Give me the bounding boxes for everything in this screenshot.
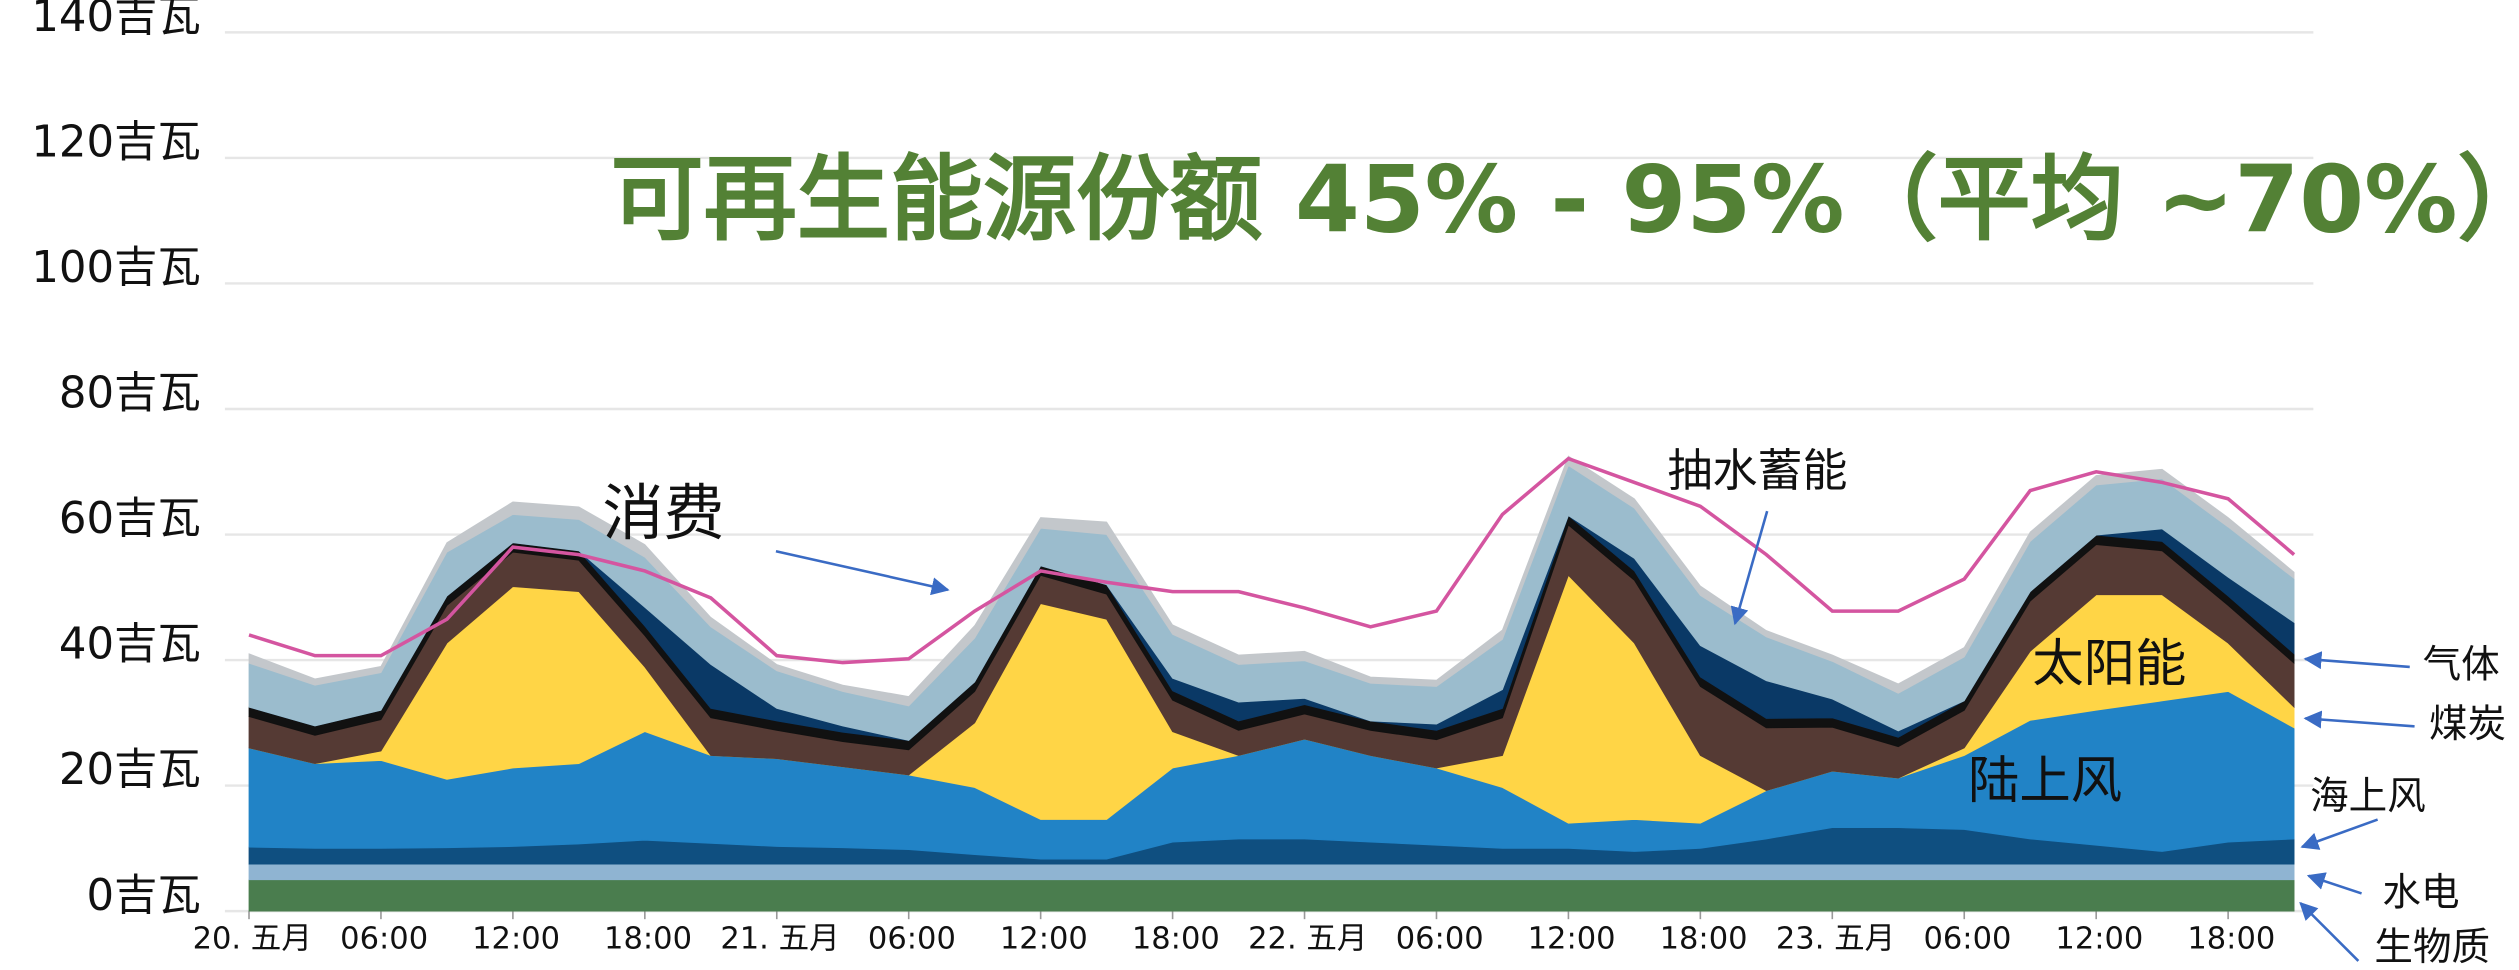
stacked-area (248, 455, 2295, 707)
arrows (775, 510, 2415, 962)
arrow (2300, 818, 2379, 850)
x-tick-label: 12:00 (472, 922, 560, 957)
arrow (2299, 901, 2360, 962)
y-tick-label: 0吉瓦 (87, 871, 201, 921)
y-tick-label: 120吉瓦 (31, 118, 200, 168)
stacked-area (248, 863, 2295, 881)
x-tick-label: 18:00 (604, 922, 692, 957)
x-tick-label: 06:00 (868, 922, 956, 957)
x-tick-label: 18:00 (1660, 922, 1748, 957)
y-tick-label: 100吉瓦 (31, 243, 200, 293)
x-tick-label: 12:00 (1528, 922, 1616, 957)
series-label: 陆上风 (1968, 751, 2122, 811)
y-tick-label: 20吉瓦 (59, 745, 201, 795)
y-tick-label: 40吉瓦 (59, 620, 201, 670)
series-label: 气体 (2423, 642, 2500, 687)
consumption-line (248, 456, 2296, 665)
y-tick-label: 80吉瓦 (59, 369, 201, 419)
x-tick-label: 18:00 (1132, 922, 1220, 957)
stacked-area (248, 879, 2295, 912)
x-tick-label: 22. 五月 (1248, 922, 1367, 957)
arrow (2306, 872, 2362, 895)
x-tick-label: 12:00 (1000, 922, 1088, 957)
series-label: 生物质 (2374, 925, 2490, 966)
x-tick-label: 12:00 (2055, 922, 2143, 957)
x-tick-label: 06:00 (340, 922, 428, 957)
series-label: 抽水蓄能 (1668, 444, 1848, 497)
series-label: 太阳能 (2032, 634, 2186, 694)
series-label: 煤炭 (2429, 702, 2506, 747)
y-tick-label: 60吉瓦 (59, 494, 201, 544)
x-tick-label: 06:00 (1396, 922, 1484, 957)
series-label: 海上风 (2310, 774, 2426, 819)
x-tick-label: 18:00 (2187, 922, 2275, 957)
x-tick-label: 21. 五月 (720, 922, 839, 957)
areas (248, 455, 2295, 912)
y-tick-label: 140吉瓦 (31, 0, 200, 42)
arrow (2303, 651, 2410, 670)
arrow (2303, 710, 2415, 729)
arrow (1730, 510, 1769, 626)
chart-title: 可再生能源份额 45% - 95%（平均 ~70%） (610, 145, 2519, 253)
labels: 0吉瓦 20吉瓦 40吉瓦 60吉瓦 80吉瓦 100吉瓦 120吉瓦 140吉瓦 20. 五月… (31, 0, 2506, 970)
x-tick-label: 06:00 (1923, 922, 2011, 957)
lines (248, 456, 2296, 665)
x-tick-label: 23. 五月 (1776, 922, 1895, 957)
series-label: 水电 (2382, 871, 2459, 916)
arrow (775, 550, 950, 596)
series-label: 消费 (602, 478, 724, 549)
x-tick-label: 20. 五月 (193, 922, 312, 957)
